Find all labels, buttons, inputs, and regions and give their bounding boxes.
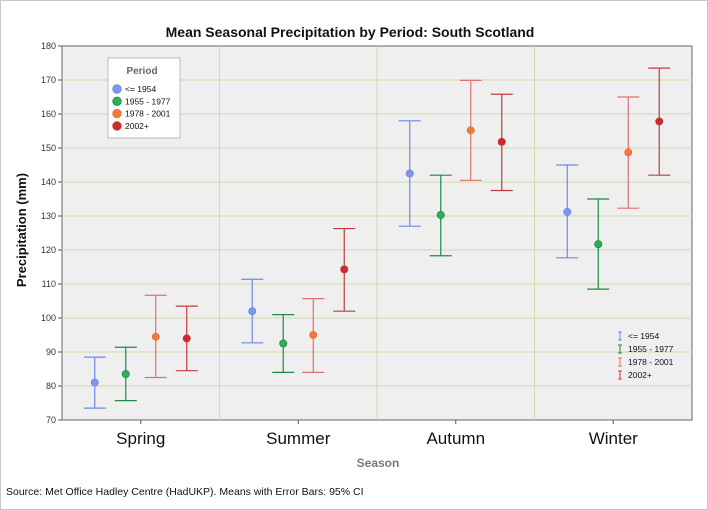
x-tick-label: Summer [266, 429, 331, 448]
series-0 [83, 120, 579, 409]
y-tick-label: 170 [41, 75, 56, 85]
x-axis-label: Season [357, 456, 400, 470]
y-tick-label: 150 [41, 143, 56, 153]
x-tick-label: Autumn [426, 429, 485, 448]
y-tick-label: 140 [41, 177, 56, 187]
legend-marker [112, 96, 122, 107]
legend-errbar-label: 2002+ [628, 370, 652, 380]
x-tick-label: Winter [589, 429, 638, 448]
legend-error-bars: <= 1954 1955 - 1977 1978 - 2001 2002+ [618, 331, 674, 380]
mean-point [466, 126, 475, 135]
legend-label: <= 1954 [125, 84, 156, 94]
legend-label: 1978 - 2001 [125, 109, 171, 119]
mean-point [563, 207, 572, 216]
legend-errbar-label: 1955 - 1977 [628, 344, 674, 354]
y-tick-label: 100 [41, 313, 56, 323]
legend-label: 1955 - 1977 [125, 96, 171, 106]
mean-point [248, 307, 257, 316]
y-tick-label: 160 [41, 109, 56, 119]
legend-label: 2002+ [125, 121, 149, 131]
mean-point [340, 265, 349, 274]
y-axis-label: Precipitation (mm) [14, 173, 29, 287]
mean-point [405, 169, 414, 178]
y-tick-label: 130 [41, 211, 56, 221]
x-tick-label: Spring [116, 429, 165, 448]
legend-marker [112, 84, 122, 94]
y-tick-label: 70 [46, 415, 56, 425]
mean-point [655, 117, 664, 126]
y-tick-label: 80 [46, 381, 56, 391]
y-tick-label: 180 [41, 41, 56, 51]
series-1 [114, 174, 610, 402]
mean-point [90, 378, 99, 387]
legend-period: Period <= 1954 1955 - 1977 1978 - 2001 2002… [107, 57, 181, 139]
legend-errbar-label: 1978 - 2001 [628, 357, 674, 367]
mean-point [497, 137, 506, 146]
legend-errbar-label: <= 1954 [628, 331, 659, 341]
chart-title: Mean Seasonal Precipitation by Period: S… [166, 24, 535, 40]
x-axis-ticks: Spring Summer Autumn Winter [116, 420, 638, 448]
mean-point [151, 332, 160, 341]
legend-marker [112, 108, 122, 119]
mean-point [436, 210, 445, 219]
mean-point [309, 330, 318, 339]
series-2 [144, 79, 640, 379]
y-tick-label: 120 [41, 245, 56, 255]
legend-title: Period [126, 66, 157, 77]
y-axis-ticks: 70 80 90 100 110 120 130 140 150 160 170 180 [41, 41, 62, 425]
y-tick-label: 110 [42, 279, 56, 289]
legend-marker [112, 121, 122, 131]
source-note: Source: Met Office Hadley Centre (HadUKP… [6, 486, 364, 498]
series-3 [175, 67, 671, 372]
error-bar-groups [83, 67, 671, 409]
mean-point [121, 370, 130, 379]
mean-point [182, 334, 191, 343]
mean-point [279, 339, 288, 348]
mean-point [594, 240, 603, 249]
mean-point [624, 148, 633, 157]
y-tick-label: 90 [46, 347, 56, 357]
